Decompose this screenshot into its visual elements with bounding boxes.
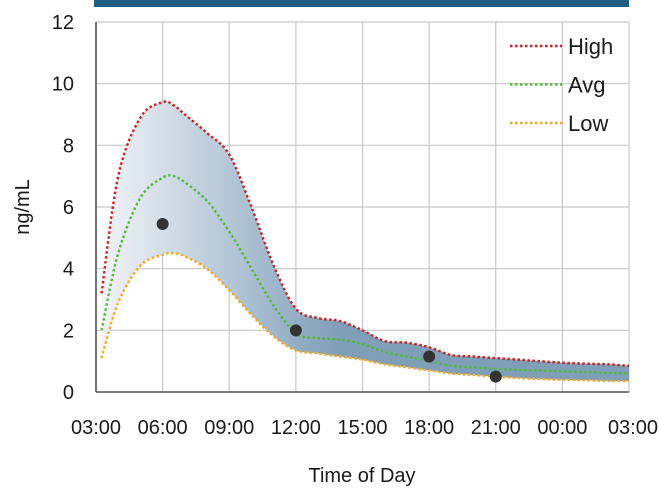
y-tick-label: 6 <box>63 197 74 219</box>
series-line-low <box>100 251 630 383</box>
x-tick-label: 06:00 <box>138 417 188 439</box>
x-tick-label: 21:00 <box>471 417 521 439</box>
x-tick-labels: 03:00 06:00 09:00 12:00 15:00 18:00 21:00 00:00… <box>71 417 658 439</box>
x-tick-label: 00:00 <box>537 417 587 439</box>
data-point <box>156 217 169 230</box>
y-tick-labels: 0 2 4 6 8 10 12 <box>52 12 74 404</box>
legend-label-avg: Avg <box>568 73 606 98</box>
x-tick-label: 18:00 <box>404 417 454 439</box>
legend: High Avg Low <box>510 34 613 136</box>
x-tick-label: 12:00 <box>271 417 321 439</box>
grid <box>95 21 630 393</box>
x-tick-label: 03:00 <box>608 417 658 439</box>
y-tick-label: 0 <box>63 382 74 404</box>
data-point <box>489 370 502 383</box>
axes-layer <box>95 22 629 393</box>
data-point <box>289 324 302 337</box>
x-axis-title: Time of Day <box>308 465 415 487</box>
series-line-avg <box>100 174 630 375</box>
band-layer <box>101 101 630 382</box>
points-layer <box>156 217 502 383</box>
y-axis-title: ng/mL <box>12 179 34 235</box>
series-line-high <box>100 100 630 367</box>
series-layer <box>100 100 630 383</box>
x-tick-label: 09:00 <box>204 417 254 439</box>
x-tick-label: 03:00 <box>71 417 121 439</box>
y-tick-label: 12 <box>52 12 74 34</box>
y-tick-label: 2 <box>63 320 74 342</box>
x-tick-label: 15:00 <box>337 417 387 439</box>
y-tick-label: 4 <box>63 259 74 281</box>
data-point <box>423 350 436 363</box>
shaded-band <box>101 101 630 382</box>
y-tick-label: 10 <box>52 74 74 96</box>
legend-label-high: High <box>568 34 613 59</box>
header-bar <box>94 0 629 7</box>
legend-label-low: Low <box>568 111 608 136</box>
y-tick-label: 8 <box>63 135 74 157</box>
